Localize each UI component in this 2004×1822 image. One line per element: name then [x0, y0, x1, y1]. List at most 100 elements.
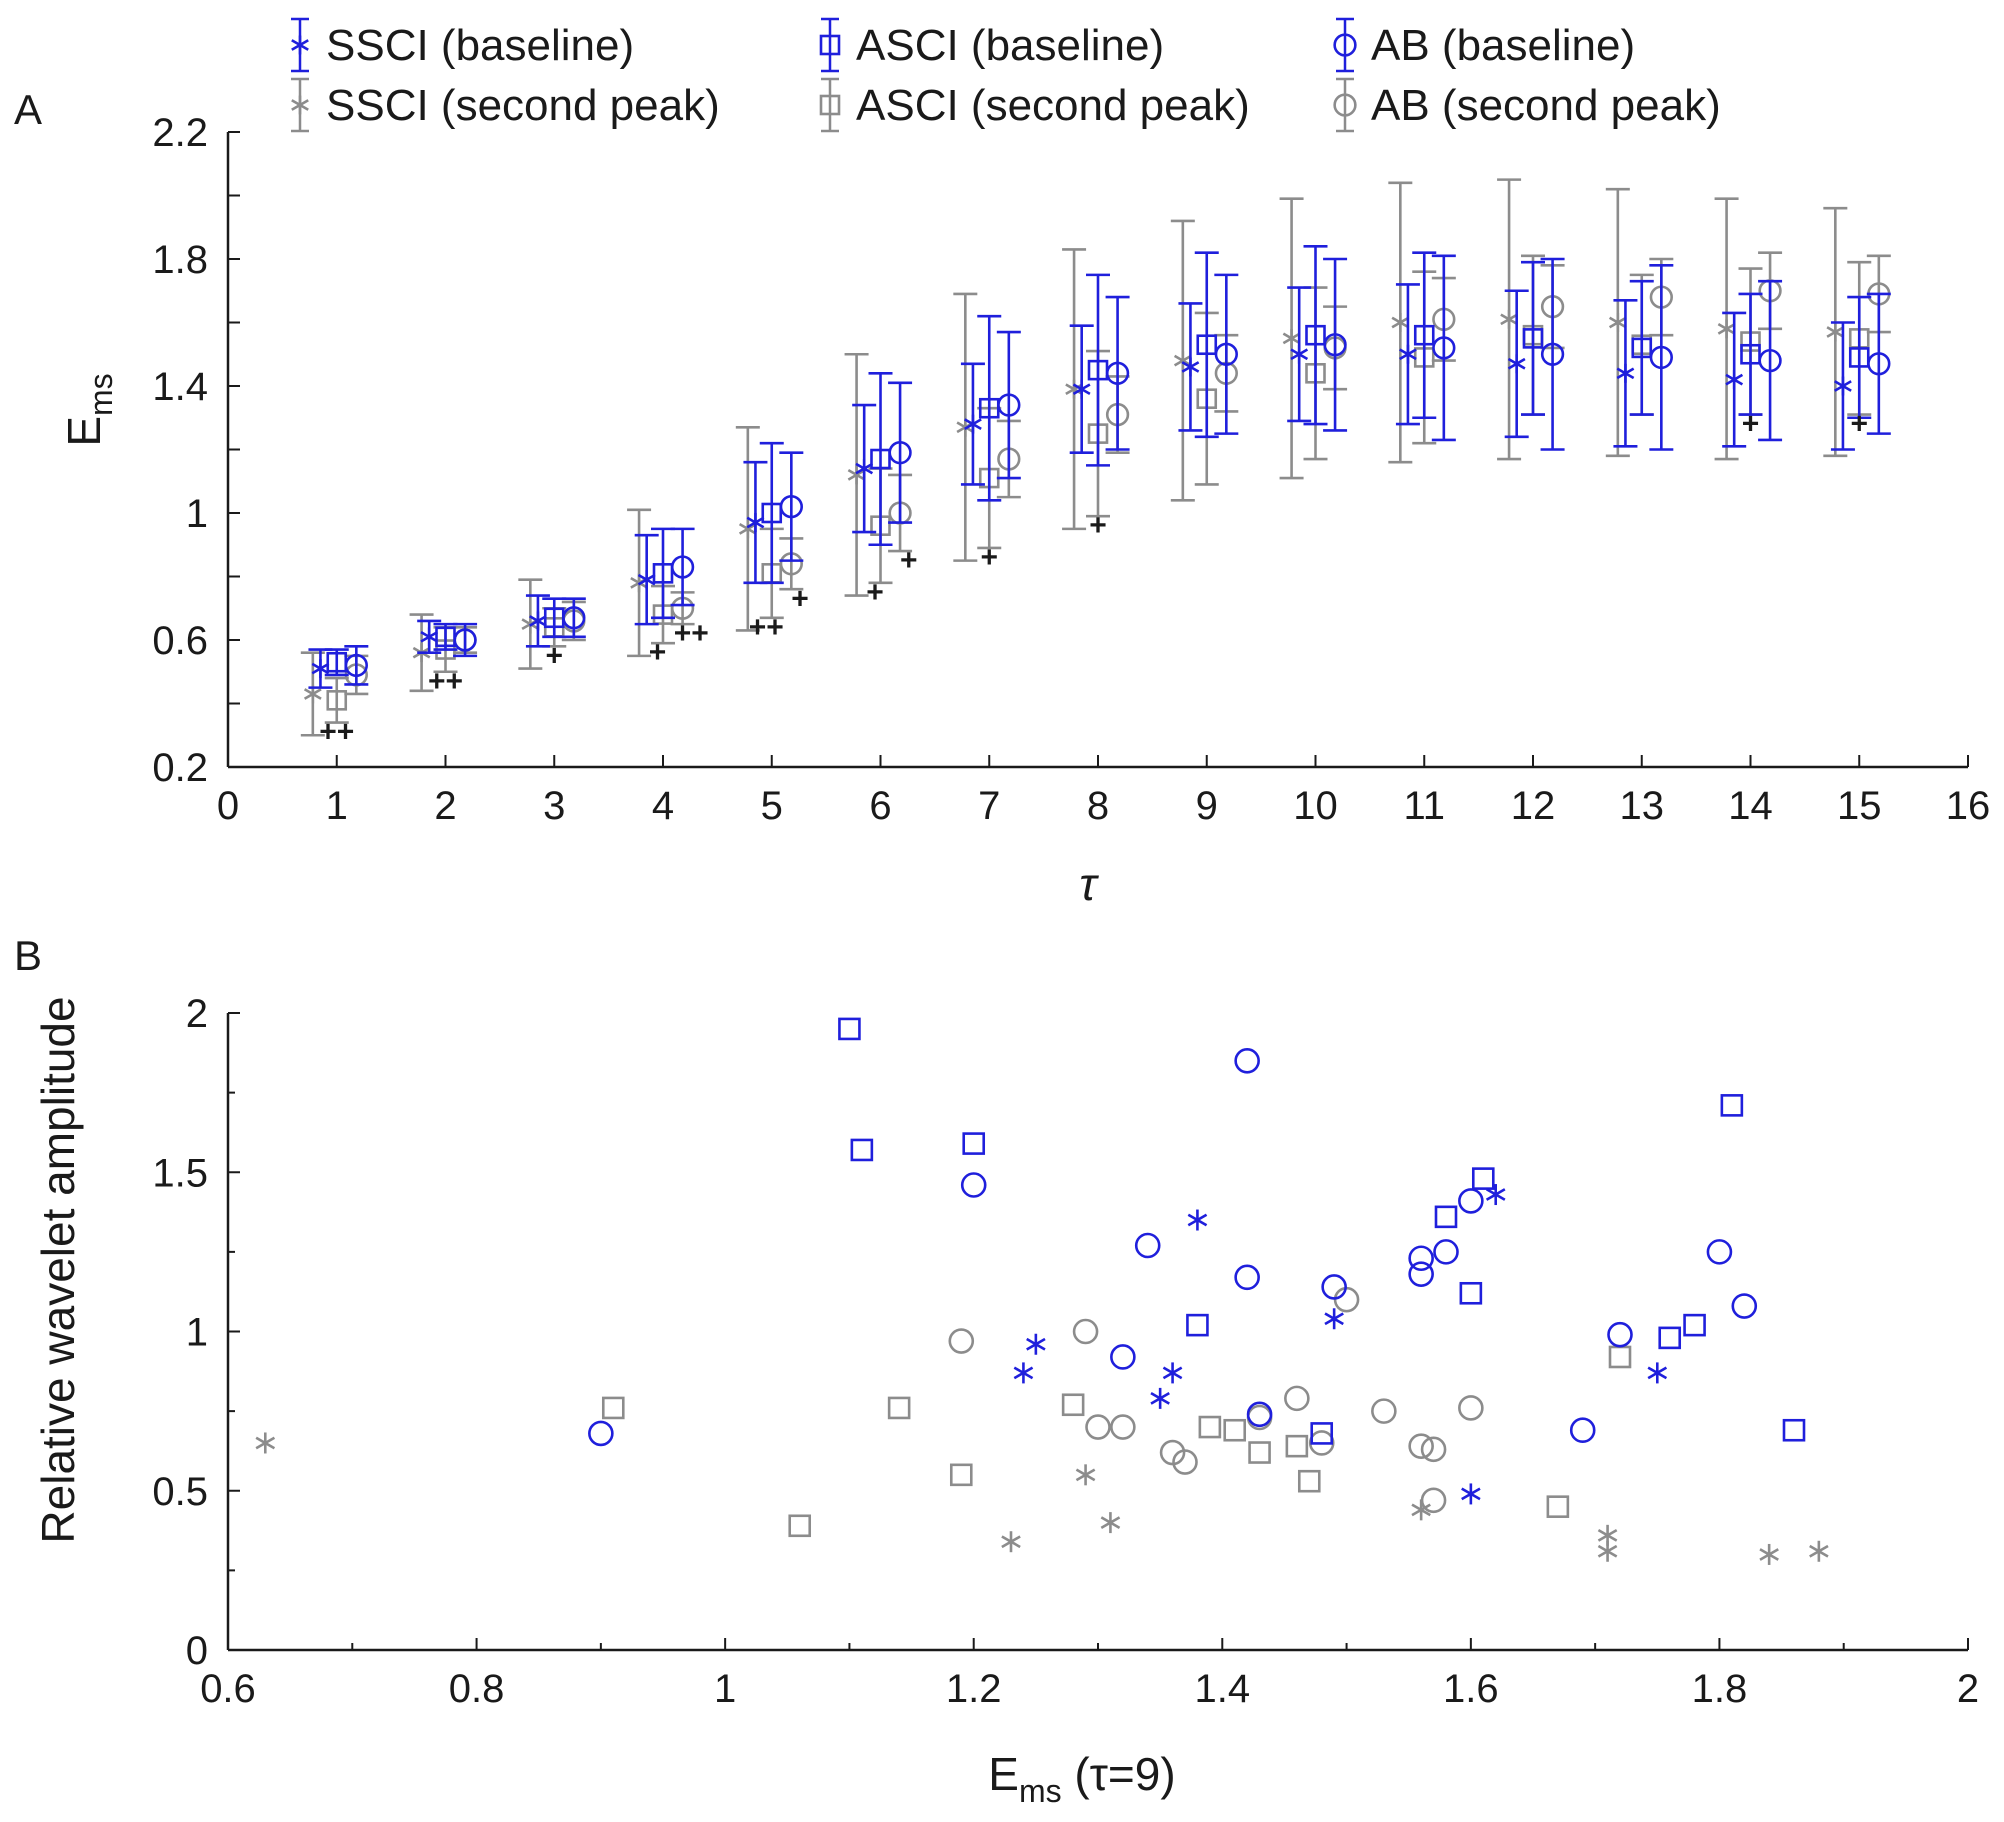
scatter-point	[1420, 1436, 1447, 1463]
panel-a-point	[453, 622, 478, 658]
scatter-point	[1461, 1483, 1481, 1505]
panel-b-y-tick-label: 0	[186, 1629, 208, 1673]
panel-a-series	[308, 283, 1855, 689]
scatter-point	[1013, 1362, 1034, 1384]
legend-label: AB (baseline)	[1371, 21, 1635, 70]
panel-a-point	[1214, 273, 1239, 435]
scatter-point	[850, 1138, 874, 1162]
scatter-point	[1759, 1543, 1779, 1565]
scatter-point	[1223, 1418, 1247, 1442]
significance-marker: +	[1850, 408, 1868, 441]
panel-a-letter: A	[14, 86, 42, 133]
panel-a-series	[300, 178, 1848, 737]
panel-a-point	[1521, 260, 1545, 416]
panel-b: 0.6 0.8 1 1.2 1.4 1.6 1.8 2 0 0.5 1 1.5 2	[152, 992, 1979, 1711]
panel-a-point	[1395, 283, 1420, 426]
panel-a-x-tick-label: 0	[217, 784, 239, 828]
data-marker	[746, 513, 765, 532]
panel-a-y-tick-label: 0.2	[152, 746, 208, 790]
data-marker	[1649, 345, 1673, 370]
scatter-point	[1110, 1414, 1136, 1440]
panel-a-point	[1738, 292, 1763, 416]
scatter-point	[838, 1017, 861, 1041]
data-marker	[1173, 351, 1192, 371]
panel-b-series	[588, 1047, 1758, 1447]
scatter-point	[1471, 1167, 1495, 1190]
legend-item: SSCI (baseline)	[291, 17, 634, 73]
panel-b-x-tick-label: 1.4	[1194, 1667, 1250, 1711]
panel-b-x-tick-label: 1.6	[1443, 1667, 1499, 1711]
data-marker	[761, 502, 783, 524]
panel-a-point	[868, 371, 893, 547]
panel-a-x-tick-label: 15	[1837, 784, 1882, 828]
scatter-point	[1072, 1318, 1099, 1345]
panel-a-point	[1178, 302, 1203, 432]
scatter-point	[1187, 1209, 1208, 1231]
panel-a-x-tick-label: 8	[1087, 784, 1109, 828]
scatter-point	[1333, 1286, 1360, 1313]
significance-marker: +	[791, 582, 809, 615]
panel-a-point	[996, 330, 1021, 480]
panel-a-x-tick-label: 14	[1728, 784, 1773, 828]
panel-a-y-tick-label: 1.4	[152, 365, 208, 409]
data-marker	[1065, 379, 1083, 399]
legend: SSCI (baseline) ASCI (baseline) AB (baseli…	[291, 17, 1721, 133]
significance-marker: +	[866, 576, 884, 609]
scatter-point	[1324, 1308, 1344, 1330]
panel-a-point	[561, 597, 586, 639]
data-marker	[1717, 319, 1736, 339]
panel-b-x-tick-label: 0.6	[200, 1667, 256, 1711]
panel-a-x-tick-label: 1	[326, 784, 348, 828]
scatter-point	[1172, 1449, 1198, 1475]
scatter-point	[1607, 1321, 1633, 1348]
legend-label: ASCI (second peak)	[856, 81, 1250, 130]
scatter-point	[1459, 1281, 1483, 1305]
panel-b-series	[948, 1286, 1484, 1514]
panel-a-x-tick-label: 7	[978, 784, 1000, 828]
panel-a-point	[960, 362, 985, 486]
data-marker	[1413, 324, 1435, 346]
legend-item: ASCI (baseline)	[819, 17, 1164, 73]
panel-a-point	[1323, 257, 1348, 432]
scatter-point	[1371, 1398, 1397, 1424]
panel-b-series	[838, 1017, 1806, 1445]
panel-b-x-tick-label: 1.8	[1692, 1667, 1748, 1711]
panel-a: +++++ +++ +++ ++ +++ + 0 1 2 3 4 5 6 7 8 9 10 11 12 13 14 15…	[152, 111, 1990, 828]
scatter-point	[1458, 1188, 1484, 1214]
data-marker	[855, 459, 874, 478]
panel-a-point	[1303, 245, 1328, 426]
panel-a-series	[344, 254, 1891, 686]
data-marker	[453, 628, 477, 652]
legend-item: SSCI (second peak)	[291, 77, 720, 133]
panel-b-x-tick-label: 0.8	[449, 1667, 505, 1711]
panel-a-point	[417, 619, 442, 655]
panel-a-x-tick-label: 16	[1946, 784, 1991, 828]
data-marker	[1848, 347, 1870, 368]
scatter-point	[1246, 1401, 1273, 1428]
panel-b-y-axis-title: Relative wavelet amplitude	[32, 996, 84, 1543]
scatter-point	[1248, 1441, 1271, 1464]
data-marker	[1758, 348, 1782, 373]
data-marker	[1540, 342, 1565, 366]
scatter-point	[1546, 1495, 1570, 1518]
data-marker	[1305, 324, 1326, 346]
scatter-point	[1731, 1293, 1758, 1319]
data-marker	[344, 653, 368, 678]
scatter-point	[1001, 1531, 1021, 1553]
scatter-point	[960, 1172, 987, 1198]
panel-a-point	[1758, 279, 1783, 442]
panel-a-point	[759, 441, 784, 585]
data-marker	[847, 465, 866, 485]
significance-marker: ++	[428, 665, 463, 698]
panel-a-x-tick-label: 9	[1196, 784, 1218, 828]
scatter-point	[1411, 1499, 1431, 1521]
data-marker	[1522, 328, 1544, 349]
panel-a-y-axis-title: Ems	[58, 373, 119, 446]
scatter-point	[1308, 1430, 1335, 1456]
panel-a-point	[324, 676, 349, 724]
panel-a-x-axis-title: τ	[1079, 858, 1099, 910]
significance-marker: +	[980, 541, 998, 574]
panel-a-point	[852, 403, 877, 534]
scatter-point	[1647, 1362, 1668, 1384]
